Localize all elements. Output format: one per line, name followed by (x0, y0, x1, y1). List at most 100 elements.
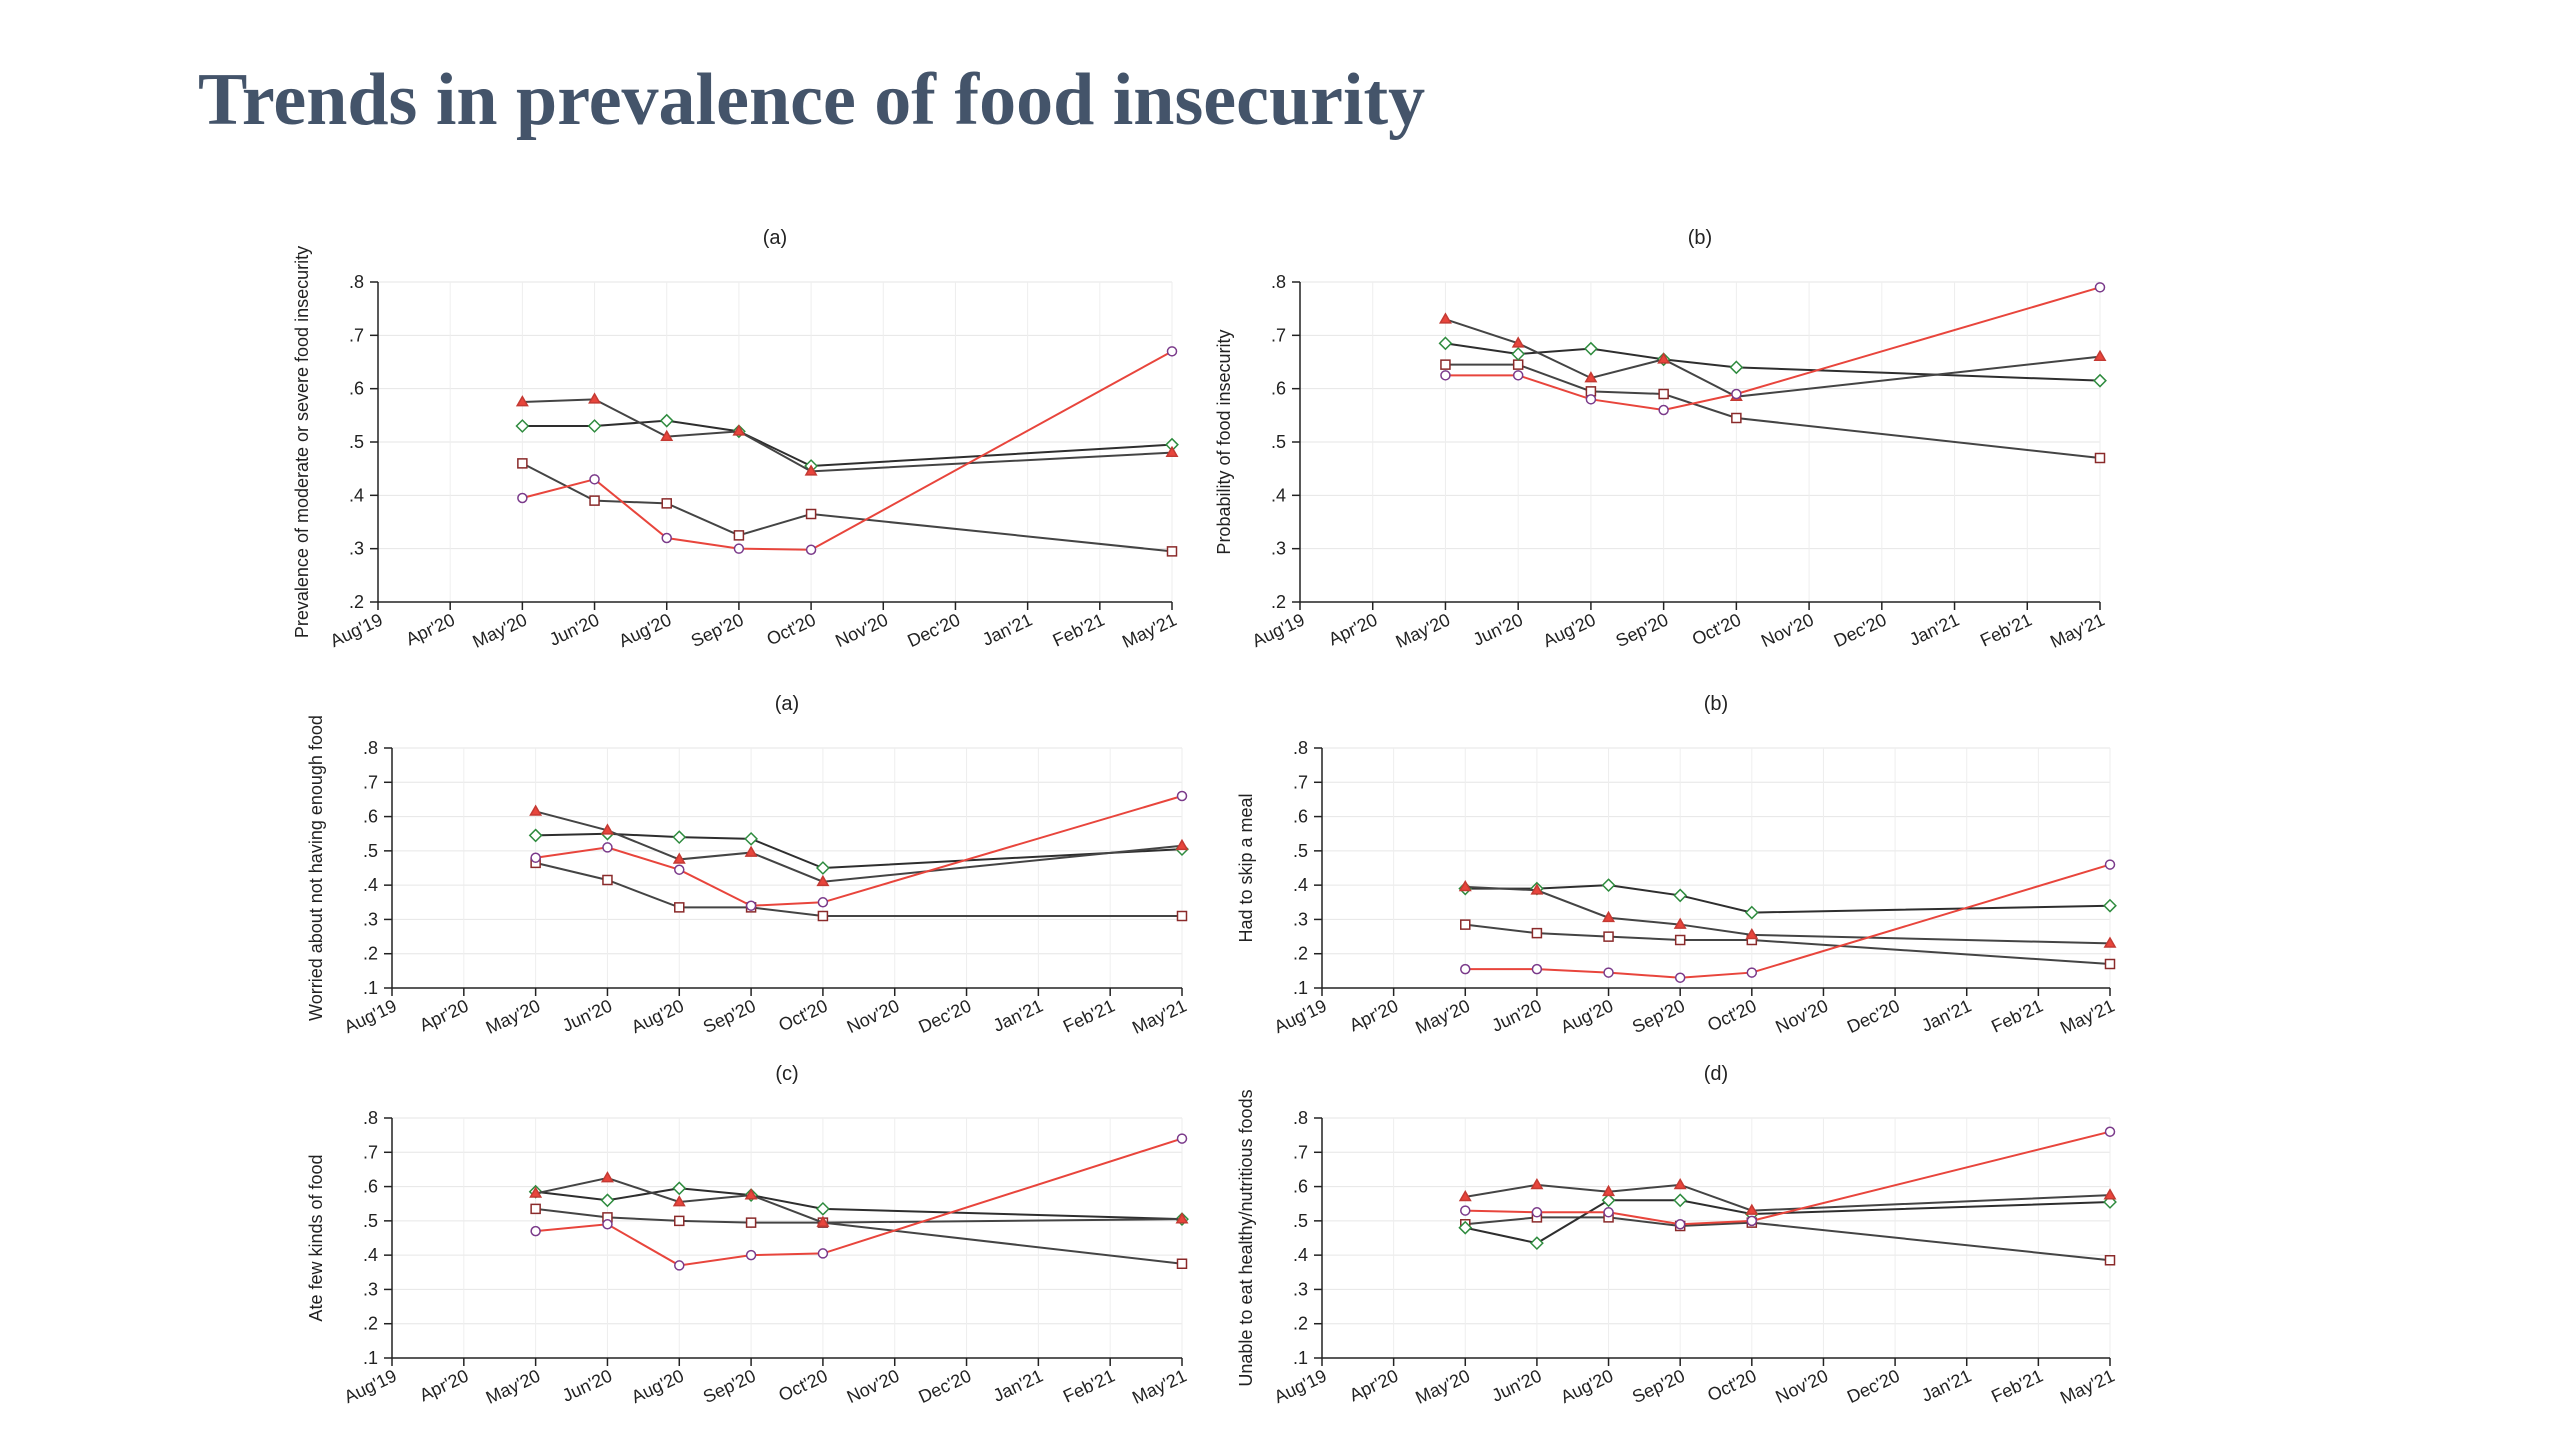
series-line-amhara (535, 1207, 1183, 1265)
series-line-tigray (535, 1137, 1183, 1267)
x-tick-label: Nov'20 (1772, 995, 1831, 1037)
data-point-snnp (1745, 1203, 1759, 1215)
y-tick-label: .2 (363, 944, 378, 964)
series-line-snnp (1465, 1183, 2111, 1212)
data-point-tigray (745, 1249, 757, 1261)
series-line-oromia (535, 832, 1183, 870)
data-point-tigray (1166, 346, 1178, 357)
data-point-tigray (530, 852, 541, 863)
y-tick-label: .7 (363, 1142, 378, 1162)
x-tick-label: May'21 (2057, 1365, 2118, 1407)
data-point-amhara (1166, 546, 1178, 557)
data-point-amhara (530, 1203, 541, 1215)
y-axis-label: Unable to eat healthy/nutritious foods (1236, 1089, 1256, 1386)
data-point-amhara (602, 874, 613, 886)
y-tick-label: .6 (1293, 1177, 1308, 1197)
panel-title: (b) (1704, 693, 1728, 715)
data-point-tigray (661, 532, 672, 544)
data-point-amhara (1603, 931, 1614, 942)
x-tick-label: May'20 (1393, 609, 1454, 651)
y-axis-label: Had to skip a meal (1236, 793, 1256, 942)
y-tick-label: .1 (363, 978, 378, 998)
data-point-amhara (2094, 452, 2106, 464)
data-point-snnp (1673, 917, 1687, 929)
x-tick-label: May'20 (483, 995, 544, 1037)
panel-title: (b) (1688, 227, 1712, 249)
data-point-amhara (2104, 958, 2116, 970)
series-line-snnp (1465, 885, 2111, 945)
chart-panel-6: (d) .1 .2 .3 .4 .5 .6 .7 .8 Aug'19 Apr'20 May'20 Jun… (1236, 1063, 2118, 1408)
data-point-tigray (733, 543, 745, 554)
x-tick-label: Jun'20 (546, 609, 602, 649)
data-point-tigray (674, 864, 685, 875)
data-point-snnp (744, 1188, 758, 1200)
data-point-snnp (1673, 1177, 1687, 1190)
x-tick-label: Jan'21 (990, 995, 1046, 1035)
data-point-snnp (1602, 910, 1616, 923)
x-tick-label: Sep'20 (1613, 609, 1672, 651)
series-line-oromia (1445, 342, 2101, 382)
series-line-amhara (535, 861, 1182, 917)
data-point-oromia (815, 1201, 830, 1216)
y-tick-label: .5 (363, 1211, 378, 1231)
x-tick-label: Aug'20 (1540, 609, 1599, 651)
panel-title: (d) (1704, 1063, 1728, 1085)
series-line-tigray (1465, 1130, 2111, 1226)
y-tick-label: .1 (1293, 978, 1308, 998)
x-tick-label: Aug'19 (327, 609, 386, 651)
data-point-tigray (1531, 963, 1543, 975)
data-point-oromia (2093, 373, 2107, 388)
y-tick-label: .3 (363, 909, 378, 929)
x-tick-label: Apr'20 (1346, 1365, 1401, 1405)
x-tick-label: May'21 (2057, 995, 2118, 1037)
y-tick-label: .6 (363, 1177, 378, 1197)
x-tick-label: May'21 (1119, 609, 1180, 651)
data-point-oromia (2103, 898, 2117, 913)
series-line-amhara (1465, 1216, 2111, 1262)
data-point-snnp (588, 392, 602, 404)
x-tick-label: Oct'20 (1704, 1365, 1759, 1405)
data-point-oromia (1438, 336, 1453, 351)
x-tick-label: Jun'20 (1489, 1365, 1545, 1405)
x-tick-label: Aug'20 (628, 995, 687, 1037)
data-point-tigray (589, 474, 600, 485)
y-axis-label: Probability of food insecurity (1214, 329, 1234, 554)
data-point-amhara (1531, 927, 1543, 939)
y-tick-label: .7 (1293, 1142, 1308, 1162)
x-tick-label: Feb'21 (1060, 1365, 1118, 1406)
data-point-tigray (1746, 1215, 1758, 1227)
series-line-amhara (1465, 923, 2111, 965)
x-tick-label: Jun'20 (1470, 609, 1526, 649)
y-tick-label: .1 (1293, 1348, 1308, 1368)
series-line-snnp (522, 398, 1173, 473)
data-point-oromia (1744, 905, 1759, 920)
data-point-amhara (517, 458, 528, 469)
data-point-snnp (600, 1171, 614, 1183)
data-point-amhara (1460, 919, 1471, 930)
data-point-tigray (530, 1225, 541, 1237)
x-tick-label: Oct'20 (1704, 995, 1759, 1035)
y-tick-label: .7 (1293, 772, 1308, 792)
panel-title: (a) (763, 227, 787, 249)
data-point-snnp (816, 1215, 830, 1227)
data-point-oromia (1583, 341, 1598, 356)
y-tick-label: .6 (363, 807, 378, 827)
data-point-tigray (1674, 1219, 1686, 1230)
y-tick-label: .4 (363, 1245, 378, 1265)
y-tick-label: .6 (1271, 379, 1286, 399)
x-tick-label: Dec'20 (916, 995, 975, 1037)
y-tick-label: .8 (1293, 738, 1308, 758)
x-tick-label: Feb'21 (1977, 609, 2035, 650)
x-tick-label: Sep'20 (700, 1365, 759, 1407)
x-tick-label: Feb'21 (1988, 995, 2046, 1036)
y-tick-label: .2 (349, 592, 364, 612)
data-point-tigray (2104, 1126, 2116, 1137)
x-tick-label: Dec'20 (904, 609, 963, 651)
x-tick-label: Aug'20 (1557, 995, 1616, 1037)
data-point-snnp (1602, 1184, 1616, 1197)
data-point-amhara (1674, 934, 1686, 946)
data-point-amhara (1176, 910, 1188, 922)
x-tick-label: May'20 (483, 1365, 544, 1407)
series-line-tigray (535, 795, 1183, 907)
x-tick-label: Aug'20 (628, 1365, 687, 1407)
